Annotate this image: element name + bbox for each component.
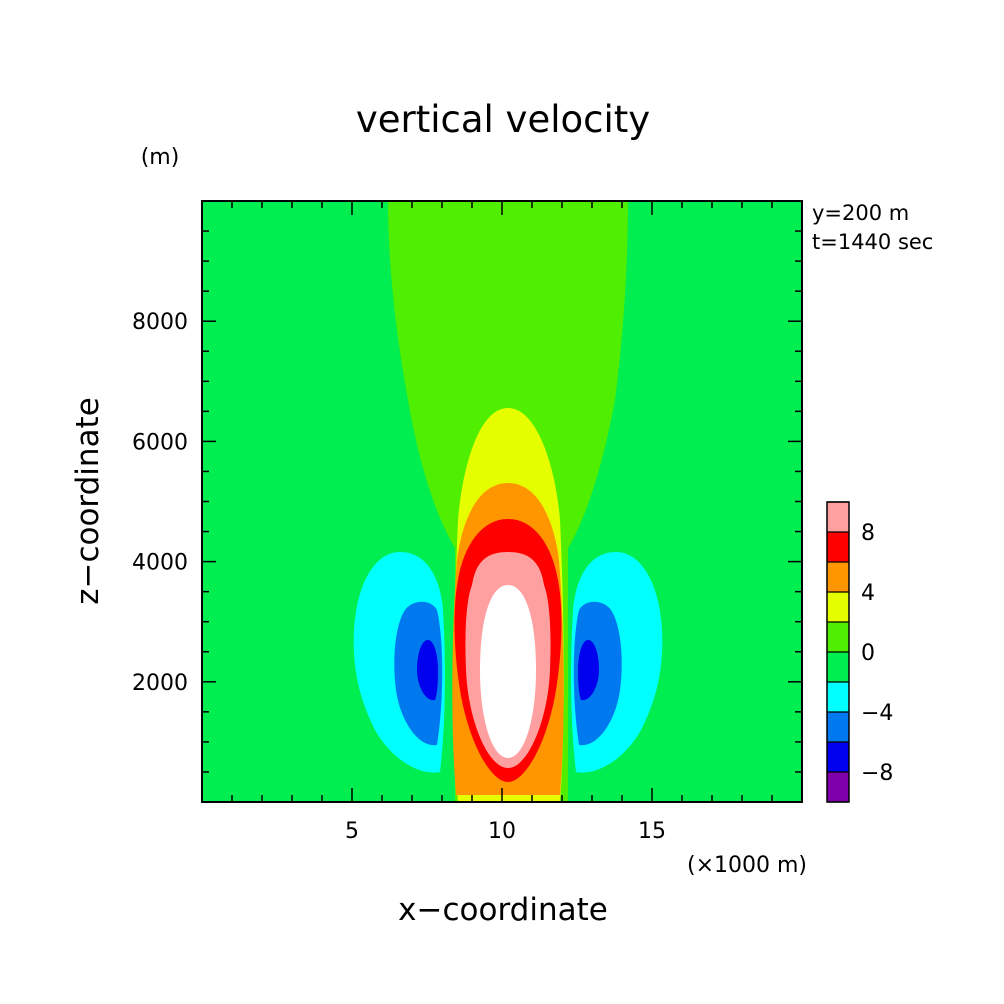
colorbar-segment [827, 712, 849, 742]
y-tick-label: 4000 [132, 551, 188, 576]
y-axis-label: z−coordinate [70, 397, 106, 605]
y-unit-label: (m) [141, 145, 180, 170]
y-tick-label: 8000 [132, 310, 188, 335]
x-tick-label: 15 [638, 819, 666, 844]
colorbar-segment [827, 652, 849, 682]
y-tick-label: 2000 [132, 671, 188, 696]
colorbar-tick-label: 0 [861, 641, 875, 666]
x-tick-label: 5 [345, 819, 359, 844]
annotation-y-value: y=200 m [812, 201, 909, 225]
plot-axes: 5 10 15 2000 4000 6000 8000 [132, 200, 803, 844]
colorbar-segment [827, 682, 849, 712]
colorbar-tick-label: −8 [861, 761, 893, 786]
y-tick-label: 6000 [132, 430, 188, 455]
colorbar-segment [827, 622, 849, 652]
x-unit-label: (×1000 m) [687, 853, 807, 878]
colorbar-segment [827, 742, 849, 772]
colorbar-segment [827, 592, 849, 622]
chart-title: vertical velocity [356, 98, 650, 141]
x-tick-label: 10 [488, 819, 516, 844]
contour-updraft-max [480, 585, 536, 758]
contour-downdraft-right-4-6 [578, 640, 599, 701]
colorbar-segment [827, 502, 849, 532]
contour-field [202, 201, 802, 802]
colorbar-tick-label: 4 [861, 581, 875, 606]
colorbar-segment [827, 532, 849, 562]
colorbar-segment [827, 772, 849, 802]
colorbar-tick-label: 8 [861, 521, 875, 546]
colorbar-segment [827, 562, 849, 592]
annotation-time: t=1440 sec [812, 230, 933, 254]
contour-downdraft-left-4-6 [417, 640, 438, 701]
colorbar: −8 −4 0 4 8 [826, 501, 893, 803]
x-axis-label: x−coordinate [398, 892, 608, 928]
colorbar-tick-label: −4 [861, 701, 893, 726]
